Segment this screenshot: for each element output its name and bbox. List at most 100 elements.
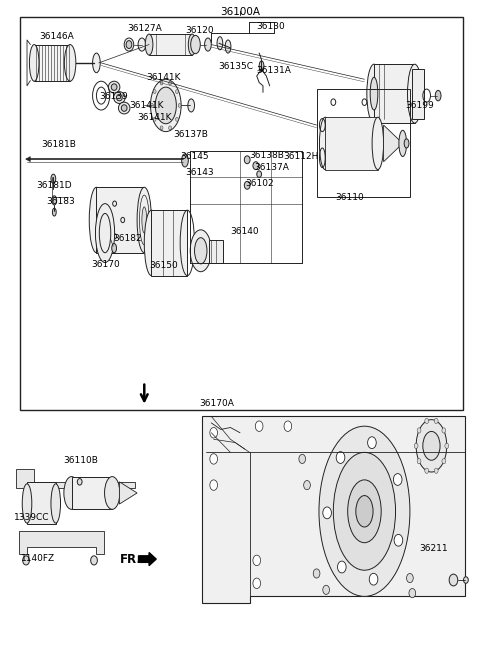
Ellipse shape (111, 84, 117, 91)
Polygon shape (19, 531, 104, 554)
Ellipse shape (93, 53, 100, 73)
Circle shape (417, 428, 421, 433)
Text: 36135C: 36135C (218, 62, 253, 71)
Text: 36131A: 36131A (257, 66, 292, 75)
Circle shape (409, 588, 416, 598)
Bar (34, 45, 70, 81)
Ellipse shape (372, 117, 384, 170)
Text: FR.: FR. (120, 552, 142, 565)
Text: 36150: 36150 (149, 261, 178, 270)
Circle shape (151, 104, 154, 108)
Circle shape (153, 117, 156, 121)
Circle shape (153, 90, 156, 94)
Circle shape (313, 569, 320, 578)
Text: 36110: 36110 (336, 193, 364, 201)
Text: 36170A: 36170A (199, 399, 234, 408)
Text: 36137B: 36137B (173, 131, 208, 139)
Text: 36110B: 36110B (63, 456, 98, 464)
Text: 36100A: 36100A (220, 7, 260, 17)
Circle shape (176, 117, 179, 121)
Circle shape (77, 479, 82, 485)
Ellipse shape (114, 92, 125, 104)
Ellipse shape (217, 37, 223, 50)
Bar (72, 477, 112, 509)
Circle shape (449, 574, 458, 586)
Ellipse shape (191, 35, 200, 54)
Bar (20, 17, 463, 410)
Text: 36139: 36139 (99, 92, 128, 102)
Bar (27, 482, 56, 524)
Ellipse shape (105, 477, 120, 509)
Ellipse shape (117, 94, 122, 101)
Circle shape (168, 81, 171, 85)
Ellipse shape (423, 432, 440, 461)
Text: 36130: 36130 (257, 22, 286, 31)
Bar (325, 117, 378, 170)
Ellipse shape (408, 64, 422, 123)
Bar (209, 239, 223, 262)
Ellipse shape (348, 480, 381, 543)
Circle shape (414, 443, 418, 449)
Ellipse shape (137, 187, 152, 253)
Ellipse shape (399, 131, 407, 157)
Ellipse shape (435, 91, 441, 101)
Circle shape (425, 419, 429, 424)
Circle shape (337, 561, 346, 573)
Ellipse shape (190, 230, 211, 272)
Ellipse shape (367, 64, 381, 123)
Text: 36170: 36170 (92, 260, 120, 269)
Circle shape (126, 41, 132, 49)
Ellipse shape (333, 453, 396, 570)
Ellipse shape (119, 102, 130, 114)
Circle shape (284, 421, 292, 432)
Ellipse shape (22, 483, 32, 523)
Bar (374, 64, 415, 123)
Circle shape (168, 126, 171, 130)
Circle shape (160, 81, 163, 85)
Polygon shape (120, 482, 137, 504)
Circle shape (442, 428, 446, 433)
Bar (412, 70, 424, 119)
Ellipse shape (96, 203, 115, 262)
Circle shape (124, 38, 134, 51)
Text: 36146A: 36146A (39, 32, 74, 41)
Circle shape (336, 451, 345, 463)
Polygon shape (139, 552, 156, 565)
Circle shape (23, 556, 29, 565)
Ellipse shape (194, 237, 207, 264)
Ellipse shape (156, 87, 176, 124)
Ellipse shape (416, 420, 447, 472)
Circle shape (210, 428, 217, 438)
Ellipse shape (225, 40, 231, 53)
Circle shape (244, 181, 250, 189)
Text: 36102: 36102 (245, 180, 274, 188)
Ellipse shape (144, 210, 158, 276)
Ellipse shape (52, 195, 57, 205)
Circle shape (255, 421, 263, 432)
Ellipse shape (52, 208, 56, 216)
Ellipse shape (151, 79, 181, 132)
Circle shape (368, 437, 376, 449)
Text: 36112H: 36112H (283, 152, 318, 161)
Text: 36181B: 36181B (41, 140, 76, 149)
Ellipse shape (370, 77, 378, 110)
Polygon shape (25, 157, 30, 162)
Ellipse shape (51, 483, 60, 523)
Ellipse shape (204, 38, 211, 51)
Bar (149, 34, 192, 55)
Ellipse shape (142, 207, 147, 233)
Circle shape (394, 535, 403, 546)
Ellipse shape (138, 38, 146, 51)
Text: 36182: 36182 (113, 234, 142, 243)
Circle shape (299, 455, 306, 464)
Circle shape (253, 162, 259, 170)
Ellipse shape (356, 495, 373, 527)
Ellipse shape (51, 174, 56, 183)
Circle shape (253, 555, 261, 565)
Circle shape (434, 419, 438, 424)
Ellipse shape (29, 45, 39, 81)
Circle shape (417, 459, 421, 464)
Polygon shape (384, 125, 403, 162)
Circle shape (176, 90, 179, 94)
Text: 36211: 36211 (420, 544, 448, 553)
